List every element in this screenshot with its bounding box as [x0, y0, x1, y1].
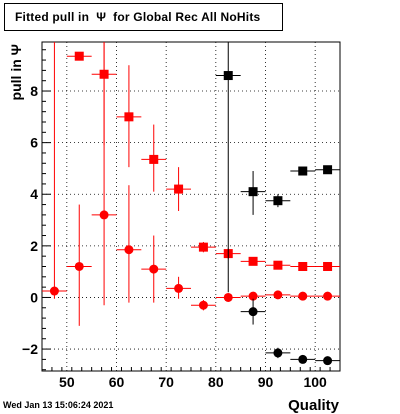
- data-point-circle: [174, 283, 184, 293]
- data-point-circle: [198, 300, 208, 310]
- data-point-circle: [149, 264, 159, 274]
- data-point-circle: [298, 354, 308, 364]
- series-3: [240, 298, 340, 366]
- x-tick-label: 70: [158, 374, 174, 390]
- data-point-square: [323, 165, 333, 175]
- x-tick-label: 50: [59, 374, 75, 390]
- grid-lines: [42, 42, 340, 371]
- tick-labels: 50 60 70 80 90 100 −2 0 2 4 6 8: [22, 83, 327, 390]
- y-tick-label: 6: [30, 135, 38, 151]
- x-tick-label: 100: [303, 374, 327, 390]
- chart-title: Fitted pull in Ψ for Global Rec All NoHi…: [15, 10, 261, 24]
- series-2: [215, 42, 340, 293]
- data-point-circle: [273, 290, 283, 300]
- series-0: [66, 42, 340, 271]
- x-tick-label: 80: [208, 374, 224, 390]
- x-tick-label: 60: [109, 374, 125, 390]
- data-point-square: [298, 261, 308, 271]
- date-stamp: Wed Jan 13 15:06:24 2021: [3, 400, 114, 410]
- chart-title-box: Fitted pull in Ψ for Global Rec All NoHi…: [4, 3, 283, 31]
- series-1: [42, 42, 340, 326]
- data-point-square: [273, 260, 283, 270]
- data-point-circle: [248, 291, 258, 301]
- data-point-square: [174, 184, 184, 194]
- data-point-circle: [323, 291, 333, 301]
- y-axis-title: pull in Ψ: [8, 44, 24, 100]
- y-tick-label: 2: [30, 238, 38, 254]
- data-point-circle: [273, 348, 283, 358]
- y-tick-label: 0: [30, 289, 38, 305]
- data-point-circle: [49, 286, 59, 296]
- data-point-square: [248, 256, 258, 266]
- y-tick-label: −2: [22, 341, 38, 357]
- data-point-circle: [248, 307, 258, 317]
- data-point-circle: [124, 245, 134, 255]
- data-point-circle: [99, 210, 109, 220]
- data-point-square: [74, 51, 84, 61]
- data-point-square: [273, 196, 283, 206]
- data-point-square: [298, 166, 308, 176]
- y-tick-label: 4: [30, 186, 38, 202]
- data-point-circle: [223, 292, 233, 302]
- x-axis-title: Quality: [288, 397, 340, 414]
- y-tick-label: 8: [30, 83, 38, 99]
- x-tick-label: 90: [258, 374, 274, 390]
- axis-ticks: [41, 49, 341, 371]
- data-point-circle: [323, 356, 333, 366]
- data-point-square: [198, 242, 208, 252]
- data-point-circle: [298, 291, 308, 301]
- data-point-square: [149, 154, 159, 164]
- data-point-square: [323, 261, 333, 271]
- data-point-square: [248, 187, 258, 197]
- data-points: [42, 42, 340, 366]
- data-point-square: [223, 71, 233, 81]
- data-point-circle: [74, 261, 84, 271]
- data-point-square: [124, 112, 134, 122]
